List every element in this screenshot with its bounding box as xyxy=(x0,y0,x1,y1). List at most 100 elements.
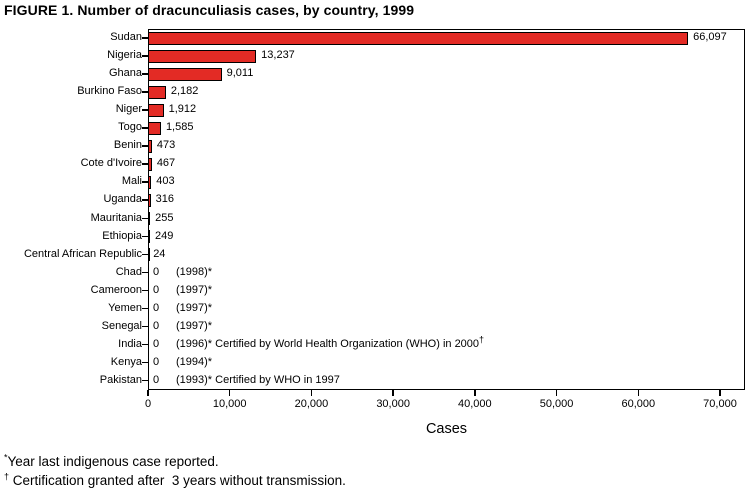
y-axis-tick xyxy=(142,37,148,39)
y-axis-tick xyxy=(142,109,148,111)
zero-year-annotation: (1997)* xyxy=(176,301,213,314)
y-axis-tick xyxy=(142,343,148,346)
value-label: 255 xyxy=(155,211,174,224)
value-label: 0 xyxy=(153,301,160,314)
x-axis-tick xyxy=(719,390,721,396)
x-axis-tick-label: 0 xyxy=(144,398,152,410)
category-label: Benin xyxy=(113,139,142,152)
value-label: 13,237 xyxy=(261,49,295,62)
value-label: 24 xyxy=(153,247,166,260)
footnote-dagger-text: Certification granted after 3 years with… xyxy=(9,473,346,488)
bar xyxy=(148,67,222,81)
value-label: 0 xyxy=(153,283,160,296)
bar xyxy=(148,139,152,153)
y-axis-tick xyxy=(142,379,148,382)
plot-area xyxy=(148,29,745,390)
dagger-mark: † xyxy=(479,334,485,345)
category-label: Ethiopia xyxy=(102,229,142,242)
value-label: 0 xyxy=(153,373,160,386)
value-label: 0 xyxy=(153,355,160,368)
bar xyxy=(148,85,166,99)
y-axis-tick xyxy=(142,271,148,274)
x-axis-tick xyxy=(474,390,476,396)
bar xyxy=(148,175,152,189)
x-axis-tick-label: 60,000 xyxy=(621,398,656,410)
bar xyxy=(148,121,161,135)
value-label: 66,097 xyxy=(693,31,727,44)
x-axis-tick-label: 40,000 xyxy=(458,398,492,410)
x-axis-tick-label: 30,000 xyxy=(376,398,410,410)
y-axis-tick xyxy=(142,91,148,93)
value-label: 1,912 xyxy=(168,103,197,116)
value-label: 316 xyxy=(155,193,174,206)
value-label: 403 xyxy=(156,175,175,188)
value-label: 249 xyxy=(155,229,174,242)
x-axis-tick xyxy=(392,390,394,396)
bar xyxy=(148,212,151,226)
x-axis-tick-label: 20,000 xyxy=(294,398,329,410)
zero-year-annotation: (1997)* xyxy=(176,283,213,296)
x-axis-tick xyxy=(147,390,149,396)
value-label: 1,585 xyxy=(165,121,194,134)
category-label: Nigeria xyxy=(107,49,142,62)
category-label: Chad xyxy=(115,265,142,278)
value-label: 467 xyxy=(156,157,176,170)
x-axis-label: Cases xyxy=(425,421,468,437)
x-axis-tick xyxy=(555,390,558,396)
category-label: Mauritania xyxy=(90,211,142,224)
y-axis-tick xyxy=(142,199,148,201)
dagger-mark: † xyxy=(4,471,10,482)
zero-year-annotation: (1996)* Certified by World Health Organi… xyxy=(176,334,485,350)
value-label: 9,011 xyxy=(226,67,254,80)
y-axis-tick xyxy=(142,325,148,328)
bar xyxy=(148,193,151,207)
zero-year-annotation: (1993)* Certified by WHO in 1997 xyxy=(176,373,340,386)
bar xyxy=(148,31,689,45)
y-axis-tick xyxy=(142,181,148,183)
y-axis-tick xyxy=(142,235,148,238)
x-axis-tick-label: 10,000 xyxy=(212,398,247,410)
x-axis-tick-label: 50,000 xyxy=(539,398,574,410)
footnote-asterisk: *Year last indigenous case reported. xyxy=(4,452,346,471)
bar xyxy=(148,49,257,63)
category-label: Central African Republic xyxy=(23,247,142,260)
category-label: Uganda xyxy=(103,193,142,206)
bar xyxy=(148,230,151,244)
bar xyxy=(148,248,150,262)
zero-year-annotation: (1998)* xyxy=(176,265,213,278)
footnote-dagger: † Certification granted after 3 years wi… xyxy=(4,471,346,490)
zero-year-annotation: (1994)* xyxy=(176,355,213,368)
x-axis-tick xyxy=(228,390,231,396)
bar xyxy=(148,103,164,117)
category-label: Yemen xyxy=(108,301,142,314)
value-label: 0 xyxy=(153,319,160,332)
category-label: Cameroon xyxy=(90,283,142,296)
y-axis-tick xyxy=(142,217,148,220)
y-axis-tick xyxy=(142,253,148,256)
category-label: Togo xyxy=(118,121,142,134)
category-label: Senegal xyxy=(101,319,142,332)
figure-title: FIGURE 1. Number of dracunculiasis cases… xyxy=(4,2,415,18)
category-label: Kenya xyxy=(110,355,142,368)
category-label: Burkino Faso xyxy=(77,85,142,98)
value-label: 0 xyxy=(153,337,160,350)
y-axis-tick xyxy=(142,289,148,292)
category-label: Ghana xyxy=(108,67,142,80)
value-label: 0 xyxy=(153,265,160,278)
category-label: Sudan xyxy=(110,31,142,44)
y-axis-tick xyxy=(142,73,148,75)
category-label: India xyxy=(118,337,142,350)
zero-year-annotation: (1997)* xyxy=(176,319,213,332)
bar xyxy=(148,157,152,171)
footnotes: *Year last indigenous case reported. † C… xyxy=(4,452,346,490)
footnote-asterisk-text: Year last indigenous case reported. xyxy=(7,454,219,469)
category-label: Pakistan xyxy=(99,373,142,386)
y-axis-tick xyxy=(142,145,148,147)
y-axis-tick xyxy=(142,163,148,165)
y-axis-tick xyxy=(142,55,148,57)
category-label: Mali xyxy=(121,175,142,188)
y-axis-tick xyxy=(142,361,148,364)
value-label: 473 xyxy=(156,139,176,152)
